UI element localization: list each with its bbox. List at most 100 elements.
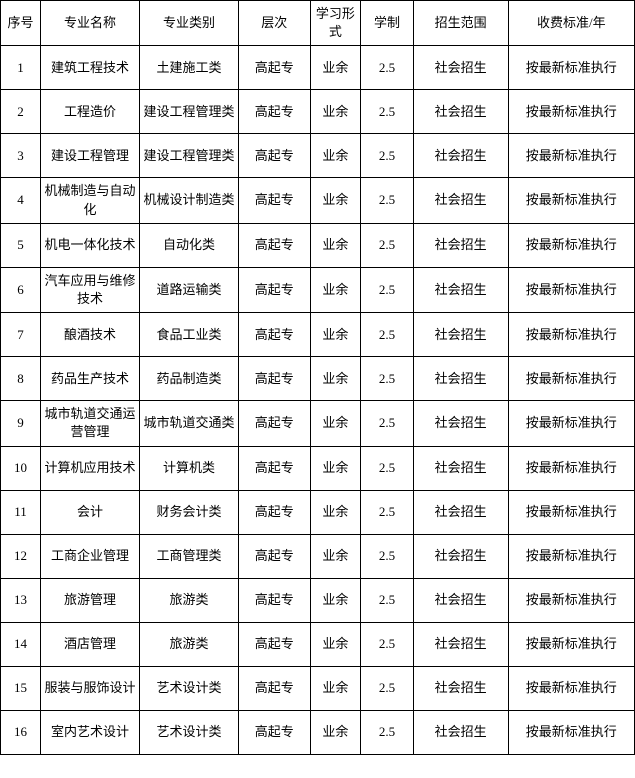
cell-fee: 按最新标准执行 [508, 710, 634, 754]
cell-scope: 社会招生 [413, 490, 508, 534]
cell-scope: 社会招生 [413, 710, 508, 754]
cell-level: 高起专 [238, 313, 310, 357]
cell-seq: 15 [1, 666, 41, 710]
cell-form: 业余 [310, 46, 361, 90]
cell-form: 业余 [310, 578, 361, 622]
table-row: 2工程造价建设工程管理类高起专业余2.5社会招生按最新标准执行 [1, 90, 635, 134]
cell-form: 业余 [310, 90, 361, 134]
cell-name: 旅游管理 [41, 578, 140, 622]
cell-level: 高起专 [238, 90, 310, 134]
cell-years: 2.5 [361, 357, 414, 401]
cell-name: 会计 [41, 490, 140, 534]
cell-years: 2.5 [361, 46, 414, 90]
cell-form: 业余 [310, 357, 361, 401]
table-row: 11会计财务会计类高起专业余2.5社会招生按最新标准执行 [1, 490, 635, 534]
cell-cat: 艺术设计类 [140, 710, 239, 754]
cell-name: 工程造价 [41, 90, 140, 134]
cell-fee: 按最新标准执行 [508, 401, 634, 446]
header-row: 序号 专业名称 专业类别 层次 学习形式 学制 招生范围 收费标准/年 [1, 1, 635, 46]
cell-level: 高起专 [238, 534, 310, 578]
cell-scope: 社会招生 [413, 401, 508, 446]
cell-seq: 11 [1, 490, 41, 534]
table-row: 9城市轨道交通运营管理城市轨道交通类高起专业余2.5社会招生按最新标准执行 [1, 401, 635, 446]
cell-name: 汽车应用与维修技术 [41, 267, 140, 312]
cell-years: 2.5 [361, 178, 414, 223]
header-name: 专业名称 [41, 1, 140, 46]
cell-scope: 社会招生 [413, 313, 508, 357]
cell-level: 高起专 [238, 622, 310, 666]
cell-years: 2.5 [361, 401, 414, 446]
cell-cat: 艺术设计类 [140, 666, 239, 710]
cell-form: 业余 [310, 223, 361, 267]
cell-seq: 2 [1, 90, 41, 134]
cell-form: 业余 [310, 134, 361, 178]
table-row: 12工商企业管理工商管理类高起专业余2.5社会招生按最新标准执行 [1, 534, 635, 578]
cell-cat: 建设工程管理类 [140, 90, 239, 134]
cell-years: 2.5 [361, 446, 414, 490]
table-row: 3建设工程管理建设工程管理类高起专业余2.5社会招生按最新标准执行 [1, 134, 635, 178]
cell-name: 工商企业管理 [41, 534, 140, 578]
cell-name: 城市轨道交通运营管理 [41, 401, 140, 446]
table-row: 5机电一体化技术自动化类高起专业余2.5社会招生按最新标准执行 [1, 223, 635, 267]
cell-level: 高起专 [238, 446, 310, 490]
cell-name: 酿酒技术 [41, 313, 140, 357]
cell-fee: 按最新标准执行 [508, 622, 634, 666]
cell-scope: 社会招生 [413, 134, 508, 178]
header-fee: 收费标准/年 [508, 1, 634, 46]
cell-form: 业余 [310, 534, 361, 578]
cell-cat: 城市轨道交通类 [140, 401, 239, 446]
cell-years: 2.5 [361, 267, 414, 312]
table-row: 8药品生产技术药品制造类高起专业余2.5社会招生按最新标准执行 [1, 357, 635, 401]
cell-form: 业余 [310, 710, 361, 754]
cell-scope: 社会招生 [413, 357, 508, 401]
cell-form: 业余 [310, 313, 361, 357]
cell-scope: 社会招生 [413, 267, 508, 312]
cell-name: 服装与服饰设计 [41, 666, 140, 710]
cell-cat: 旅游类 [140, 622, 239, 666]
cell-seq: 10 [1, 446, 41, 490]
cell-years: 2.5 [361, 534, 414, 578]
cell-level: 高起专 [238, 267, 310, 312]
table-header: 序号 专业名称 专业类别 层次 学习形式 学制 招生范围 收费标准/年 [1, 1, 635, 46]
cell-seq: 8 [1, 357, 41, 401]
cell-cat: 机械设计制造类 [140, 178, 239, 223]
cell-level: 高起专 [238, 710, 310, 754]
cell-seq: 14 [1, 622, 41, 666]
cell-cat: 食品工业类 [140, 313, 239, 357]
cell-form: 业余 [310, 446, 361, 490]
cell-years: 2.5 [361, 313, 414, 357]
cell-years: 2.5 [361, 90, 414, 134]
cell-name: 建筑工程技术 [41, 46, 140, 90]
table-row: 15服装与服饰设计艺术设计类高起专业余2.5社会招生按最新标准执行 [1, 666, 635, 710]
cell-scope: 社会招生 [413, 223, 508, 267]
cell-seq: 5 [1, 223, 41, 267]
cell-seq: 9 [1, 401, 41, 446]
cell-form: 业余 [310, 622, 361, 666]
cell-years: 2.5 [361, 622, 414, 666]
cell-scope: 社会招生 [413, 446, 508, 490]
cell-cat: 计算机类 [140, 446, 239, 490]
header-seq: 序号 [1, 1, 41, 46]
cell-form: 业余 [310, 490, 361, 534]
cell-level: 高起专 [238, 178, 310, 223]
cell-name: 室内艺术设计 [41, 710, 140, 754]
table-row: 1建筑工程技术土建施工类高起专业余2.5社会招生按最新标准执行 [1, 46, 635, 90]
table-row: 16室内艺术设计艺术设计类高起专业余2.5社会招生按最新标准执行 [1, 710, 635, 754]
header-cat: 专业类别 [140, 1, 239, 46]
cell-fee: 按最新标准执行 [508, 666, 634, 710]
cell-cat: 建设工程管理类 [140, 134, 239, 178]
cell-form: 业余 [310, 666, 361, 710]
cell-seq: 16 [1, 710, 41, 754]
cell-fee: 按最新标准执行 [508, 178, 634, 223]
cell-scope: 社会招生 [413, 622, 508, 666]
cell-fee: 按最新标准执行 [508, 490, 634, 534]
table-body: 1建筑工程技术土建施工类高起专业余2.5社会招生按最新标准执行2工程造价建设工程… [1, 46, 635, 754]
table-row: 13旅游管理旅游类高起专业余2.5社会招生按最新标准执行 [1, 578, 635, 622]
table-row: 4机械制造与自动化机械设计制造类高起专业余2.5社会招生按最新标准执行 [1, 178, 635, 223]
cell-fee: 按最新标准执行 [508, 578, 634, 622]
table-row: 7酿酒技术食品工业类高起专业余2.5社会招生按最新标准执行 [1, 313, 635, 357]
cell-fee: 按最新标准执行 [508, 446, 634, 490]
cell-level: 高起专 [238, 223, 310, 267]
cell-seq: 4 [1, 178, 41, 223]
cell-fee: 按最新标准执行 [508, 134, 634, 178]
